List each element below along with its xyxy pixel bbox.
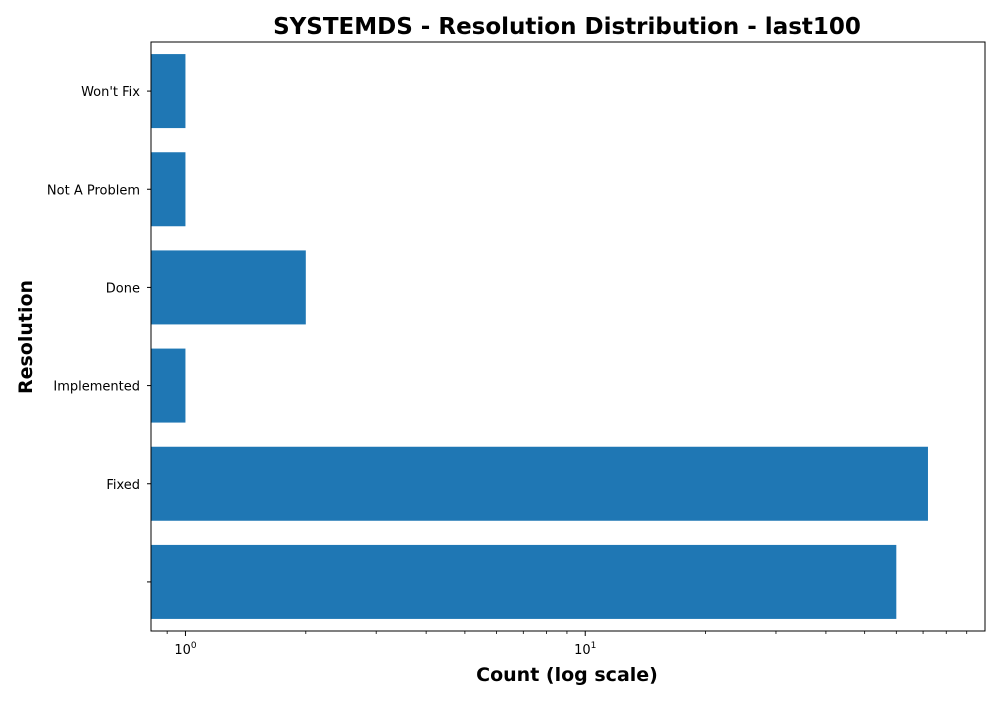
y-axis: Fixed Implemented Done Not A Problem Won't F…: [47, 85, 151, 583]
x-axis: 100 101: [166, 631, 968, 658]
x-tick-label: 100: [174, 641, 197, 658]
y-tick-label: Not A Problem: [47, 183, 140, 198]
bar-not-a-problem: [151, 152, 186, 227]
bar-fixed: [151, 446, 928, 521]
bar-unlabeled: [151, 544, 897, 619]
plot-frame: [150, 41, 986, 632]
bar-won-t-fix: [151, 54, 186, 129]
y-tick-label: Implemented: [53, 380, 140, 395]
y-axis-label: Resolution: [15, 280, 37, 394]
bars-layer: [151, 54, 928, 619]
y-tick-label: Done: [106, 281, 140, 296]
bar-implemented: [151, 348, 186, 423]
y-tick-label: Won't Fix: [81, 85, 140, 100]
x-tick-label: 101: [574, 641, 596, 658]
bar-done: [151, 250, 306, 325]
x-axis-label: Count (log scale): [476, 664, 658, 686]
y-tick-label: Fixed: [106, 478, 140, 493]
chart-title: SYSTEMDS - Resolution Distribution - las…: [273, 14, 861, 40]
